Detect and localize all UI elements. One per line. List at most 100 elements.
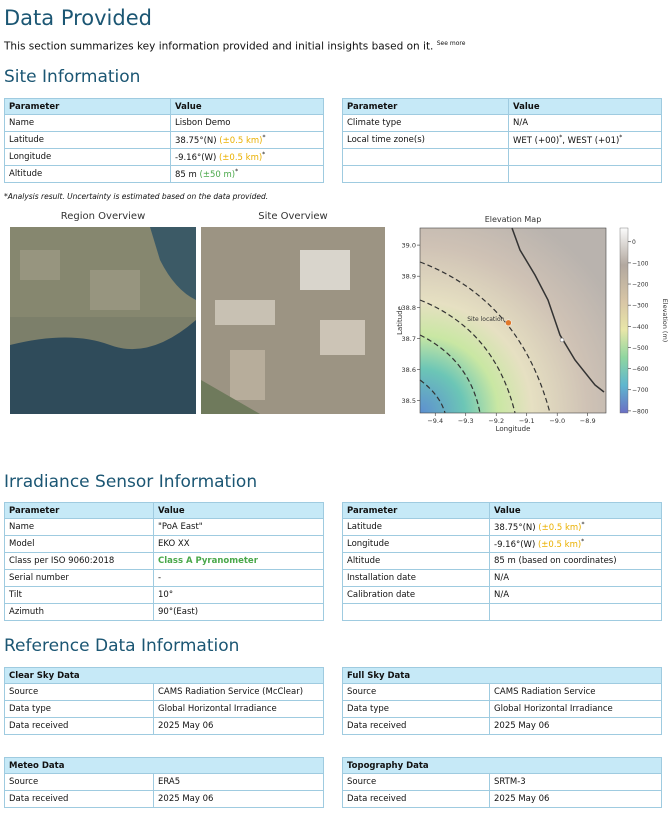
parameter-cell: Name — [4, 518, 154, 536]
value-cell: N/A — [489, 586, 662, 604]
parameter-cell: Name — [4, 114, 171, 132]
table: Parameter Value Name Lisbon Demo Latitude 38.… — [4, 98, 324, 183]
cell-text: 38.75°(N) — [494, 522, 539, 533]
colorbar-tick-label: −300 — [632, 303, 649, 310]
colorbar-tick-label: −100 — [632, 260, 649, 267]
value-cell: 10° — [153, 586, 324, 604]
parameter-cell: Data received — [4, 717, 154, 735]
image-title: Site Overview — [258, 211, 328, 222]
image-title: Region Overview — [60, 211, 146, 222]
column-header: Value — [153, 502, 324, 519]
header-row: Meteo Data — [4, 757, 324, 774]
table: Meteo Data Source ERA5 Data received 2025 Ma… — [4, 757, 324, 808]
parameter-cell: Class per ISO 9060:2018 — [4, 552, 154, 570]
value-cell: N/A — [489, 569, 662, 587]
site-marker — [505, 319, 512, 327]
value-cell: CAMS Radiation Service — [489, 683, 662, 701]
value-cell: 2025 May 06 — [489, 717, 662, 735]
parameter-cell: Longitude — [4, 148, 171, 166]
value-cell: 2025 May 06 — [153, 717, 324, 735]
y-tick-label: 38.7 — [402, 335, 416, 343]
parameter-cell: Latitude — [4, 131, 171, 149]
table: Full Sky Data Source CAMS Radiation Servic… — [342, 667, 662, 735]
header-row: Clear Sky Data — [4, 667, 324, 684]
cell-text: , WEST (+01) — [562, 135, 620, 146]
row: Data received 2025 May 06 — [342, 717, 662, 735]
row — [342, 148, 662, 166]
cell-text: -9.16°(W) — [175, 152, 219, 163]
row: Latitude 38.75°(N) (±0.5 km)* — [4, 131, 324, 149]
parameter-cell: Calibration date — [342, 586, 490, 604]
table-title: Topography Data — [342, 757, 662, 774]
row: Latitude 38.75°(N) (±0.5 km)* — [342, 518, 662, 536]
value-cell: -9.16°(W) (±0.5 km)* — [170, 148, 324, 166]
region-map — [10, 227, 196, 414]
table: Parameter Value Name "PoA East" Model EKO XX C… — [4, 502, 324, 621]
table: Topography Data Source SRTM-3 Data received… — [342, 757, 662, 808]
parameter-cell: Altitude — [4, 165, 171, 183]
cell-text: WET (+00) — [513, 135, 560, 146]
cell-text: (±0.5 km) — [537, 539, 582, 550]
summary: This section summarizes key information … — [4, 40, 465, 53]
table-title: Full Sky Data — [342, 667, 662, 684]
y-tick-label: 38.9 — [402, 273, 416, 281]
colorbar — [619, 227, 629, 414]
row: Longitude -9.16°(W) (±0.5 km)* — [342, 535, 662, 553]
cell-text: -9.16°(W) — [494, 539, 538, 550]
parameter-cell: Data received — [342, 717, 490, 735]
value-cell: 38.75°(N) (±0.5 km)* — [489, 518, 662, 536]
value-cell: -9.16°(W) (±0.5 km)* — [489, 535, 662, 553]
see-more[interactable]: See more — [436, 40, 466, 47]
row: Calibration date N/A — [342, 586, 662, 604]
elevation-axes: Elevation Map Longitude Latitude −9.4 −9.3 −9… — [396, 215, 669, 433]
row: Data type Global Horizontal Irradiance — [4, 700, 324, 718]
parameter-cell: Local time zone(s) — [342, 131, 509, 149]
marker — [559, 337, 565, 343]
cell-text: Class A Pyranometer — [158, 556, 258, 566]
site-map — [201, 227, 385, 414]
x-tick-label: −9.4 — [427, 417, 443, 425]
value-cell: 38.75°(N) (±0.5 km)* — [170, 131, 324, 149]
header-row: Parameter Value — [342, 502, 662, 519]
row — [342, 165, 662, 183]
note-mark: * — [235, 168, 239, 176]
y-tick-label: 39.0 — [402, 242, 416, 250]
parameter-cell — [342, 165, 509, 183]
value-cell: Class A Pyranometer — [153, 552, 324, 570]
cell-text: (±0.5 km) — [538, 522, 582, 533]
heading: Irradiance Sensor Information — [4, 472, 258, 492]
parameter-cell: Source — [342, 773, 490, 791]
table: Parameter Value Climate type N/A Local time … — [342, 98, 662, 183]
x-axis-label: Longitude — [496, 425, 531, 433]
value-cell — [508, 165, 662, 183]
row: Source CAMS Radiation Service — [342, 683, 662, 701]
colorbar-tick-label: −600 — [632, 366, 649, 373]
value-cell: Lisbon Demo — [170, 114, 324, 132]
colorbar-tick-label: −700 — [632, 387, 649, 394]
cell-text: (±0.5 km) — [218, 152, 263, 163]
contours — [419, 261, 551, 414]
value-cell: EKO XX — [153, 535, 324, 553]
value-cell: 90°(East) — [153, 603, 324, 621]
value-cell: ERA5 — [153, 773, 324, 791]
value-cell: SRTM-3 — [489, 773, 662, 791]
parameter-cell: Altitude — [342, 552, 490, 570]
header-row: Parameter Value — [4, 98, 324, 115]
column-header: Value — [489, 502, 662, 519]
parameter-cell: Source — [4, 683, 154, 701]
value-cell: 85 m (based on coordinates) — [489, 552, 662, 570]
row: Altitude 85 m (±50 m)* — [4, 165, 324, 183]
parameter-cell: Data type — [4, 700, 154, 718]
value-cell — [508, 148, 662, 166]
row: Azimuth 90°(East) — [4, 603, 324, 621]
cell-text: 38.75°(N) — [175, 135, 220, 146]
row: Data received 2025 May 06 — [4, 790, 324, 808]
parameter-cell: Data received — [342, 790, 490, 808]
table: Clear Sky Data Source CAMS Radiation Servi… — [4, 667, 324, 735]
value-cell: 2025 May 06 — [153, 790, 324, 808]
parameter-cell: Azimuth — [4, 603, 154, 621]
cell-text: 85 m — [175, 169, 200, 180]
x-tick-label: −8.9 — [580, 417, 596, 425]
cell-text: (±50 m) — [199, 169, 236, 180]
